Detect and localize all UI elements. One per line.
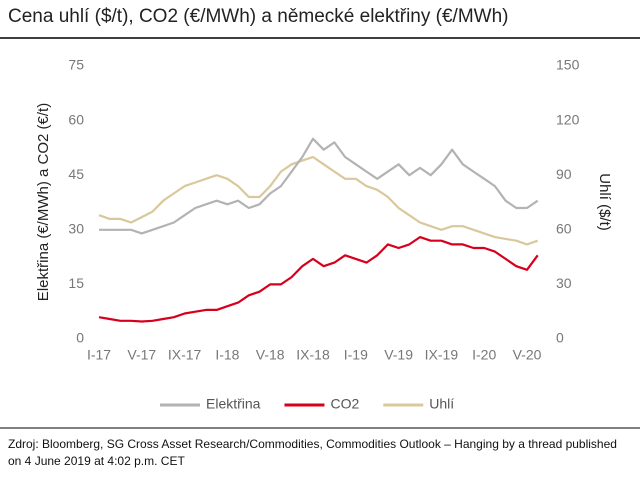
y-tick-label: 30 (68, 221, 84, 237)
x-tick-label: IX-19 (425, 347, 459, 363)
legend-label: CO2 (330, 396, 359, 412)
x-tick-label: I-18 (215, 347, 239, 363)
y2-tick-label: 0 (556, 330, 564, 346)
x-tick-label: IX-18 (296, 347, 330, 363)
x-tick-label: V-19 (384, 347, 413, 363)
y2-tick-label: 60 (556, 221, 572, 237)
y-tick-label: 60 (68, 111, 84, 127)
series-line (98, 236, 539, 323)
x-tick-label: I-19 (344, 347, 368, 363)
y-tick-label: 75 (68, 57, 84, 73)
source-note: Zdroj: Bloomberg, SG Cross Asset Researc… (8, 437, 617, 468)
x-tick-label: V-17 (127, 347, 156, 363)
legend-label: Elektřina (206, 396, 261, 412)
y-axis-label: Elektřina (€/MWh) a CO2 (€/t) (35, 103, 52, 301)
y2-axis-label: Uhlí ($/t) (596, 173, 613, 231)
y2-tick-label: 120 (556, 111, 580, 127)
y2-tick-label: 150 (556, 57, 580, 73)
legend-label: Uhlí (429, 396, 454, 412)
y-tick-label: 45 (68, 166, 84, 182)
x-tick-label: IX-17 (168, 347, 202, 363)
x-tick-label: I-17 (87, 347, 111, 363)
x-tick-label: I-20 (472, 347, 496, 363)
y-tick-label: 0 (76, 330, 84, 346)
chart-title: Cena uhlí ($/t), CO2 (€/MWh) a německé e… (8, 6, 508, 27)
y-tick-label: 15 (68, 275, 84, 291)
series-line (99, 137, 539, 235)
series-line (98, 155, 539, 246)
y2-tick-label: 30 (556, 275, 572, 291)
y2-tick-label: 90 (556, 166, 572, 182)
x-tick-label: V-20 (513, 347, 542, 363)
x-tick-label: V-18 (256, 347, 285, 363)
